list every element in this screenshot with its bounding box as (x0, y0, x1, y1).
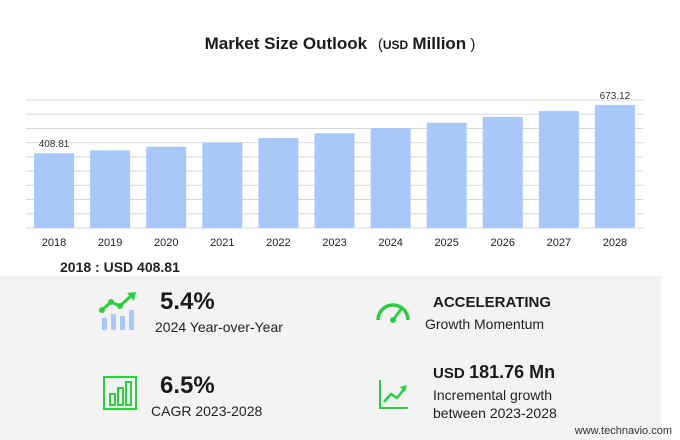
bar-2025 (426, 122, 467, 228)
yoy-label: 2024 Year-over-Year (155, 319, 283, 335)
trend-line-icon (379, 380, 408, 409)
incremental-label-1: Incremental growth (433, 387, 553, 403)
bar-2024 (370, 128, 411, 228)
bar-2028 (594, 104, 635, 228)
incremental-usd: USD (433, 365, 465, 382)
incremental-amount: 181.76 Mn (469, 362, 556, 382)
x-tick-2021: 2021 (210, 237, 234, 249)
bar-2021 (202, 142, 243, 228)
cagr-label: CAGR 2023-2028 (151, 403, 263, 419)
incremental-label-2: between 2023-2028 (433, 405, 557, 421)
momentum-label: Growth Momentum (425, 316, 545, 332)
x-tick-2027: 2027 (547, 237, 571, 249)
bar-chart: 2018 2019 2020 2021 2022 2023 2024 2025 2026 2027… (26, 91, 643, 249)
x-tick-2026: 2026 (491, 237, 515, 249)
speedometer-icon (376, 303, 410, 323)
x-tick-2025: 2025 (434, 237, 458, 249)
x-tick-2019: 2019 (98, 237, 122, 249)
chart-data-labels: 408.81 673.12 (39, 91, 631, 150)
bar-2026 (482, 116, 523, 228)
x-tick-2023: 2023 (322, 237, 346, 249)
unit-open-paren: ( (377, 36, 383, 53)
bar-2018 (34, 153, 75, 228)
unit-million: Million (412, 34, 467, 53)
cagr-value: 6.5% (160, 372, 215, 399)
bar-growth-icon (99, 292, 136, 330)
unit-usd: USD (382, 38, 409, 52)
bar-2027 (538, 111, 579, 228)
data-label-2028: 673.12 (600, 91, 631, 102)
bar-2020 (146, 146, 187, 228)
data-label-2018: 408.81 (39, 139, 70, 150)
metrics-panel: 5.4% 2024 Year-over-Year ACCELERATING Gr… (0, 276, 661, 440)
x-tick-2022: 2022 (266, 237, 290, 249)
bar-2022 (258, 138, 299, 228)
chart-bars (34, 104, 635, 228)
x-tick-2028: 2028 (603, 237, 627, 249)
x-tick-2024: 2024 (378, 237, 402, 249)
chart-x-ticks: 2018 2019 2020 2021 2022 2023 2024 2025 2026 2027… (42, 237, 627, 249)
chart-title: Market Size Outlook (USD Million ) (0, 34, 680, 54)
chart-title-main: Market Size Outlook (204, 34, 368, 53)
incremental-value: USD 181.76 Mn (433, 362, 555, 383)
bar-chart-icon (103, 376, 137, 410)
unit-close-paren: ) (470, 36, 476, 53)
x-tick-2018: 2018 (42, 237, 66, 249)
footer-url: www.technavio.com (574, 425, 672, 437)
base-year-value: 2018 : USD 408.81 (60, 259, 180, 275)
momentum-value: ACCELERATING (433, 294, 552, 311)
bar-2023 (314, 133, 355, 228)
chart-title-unit: (USD Million ) (377, 34, 476, 53)
x-tick-2020: 2020 (154, 237, 178, 249)
yoy-value: 5.4% (160, 288, 215, 315)
bar-2019 (90, 150, 131, 228)
